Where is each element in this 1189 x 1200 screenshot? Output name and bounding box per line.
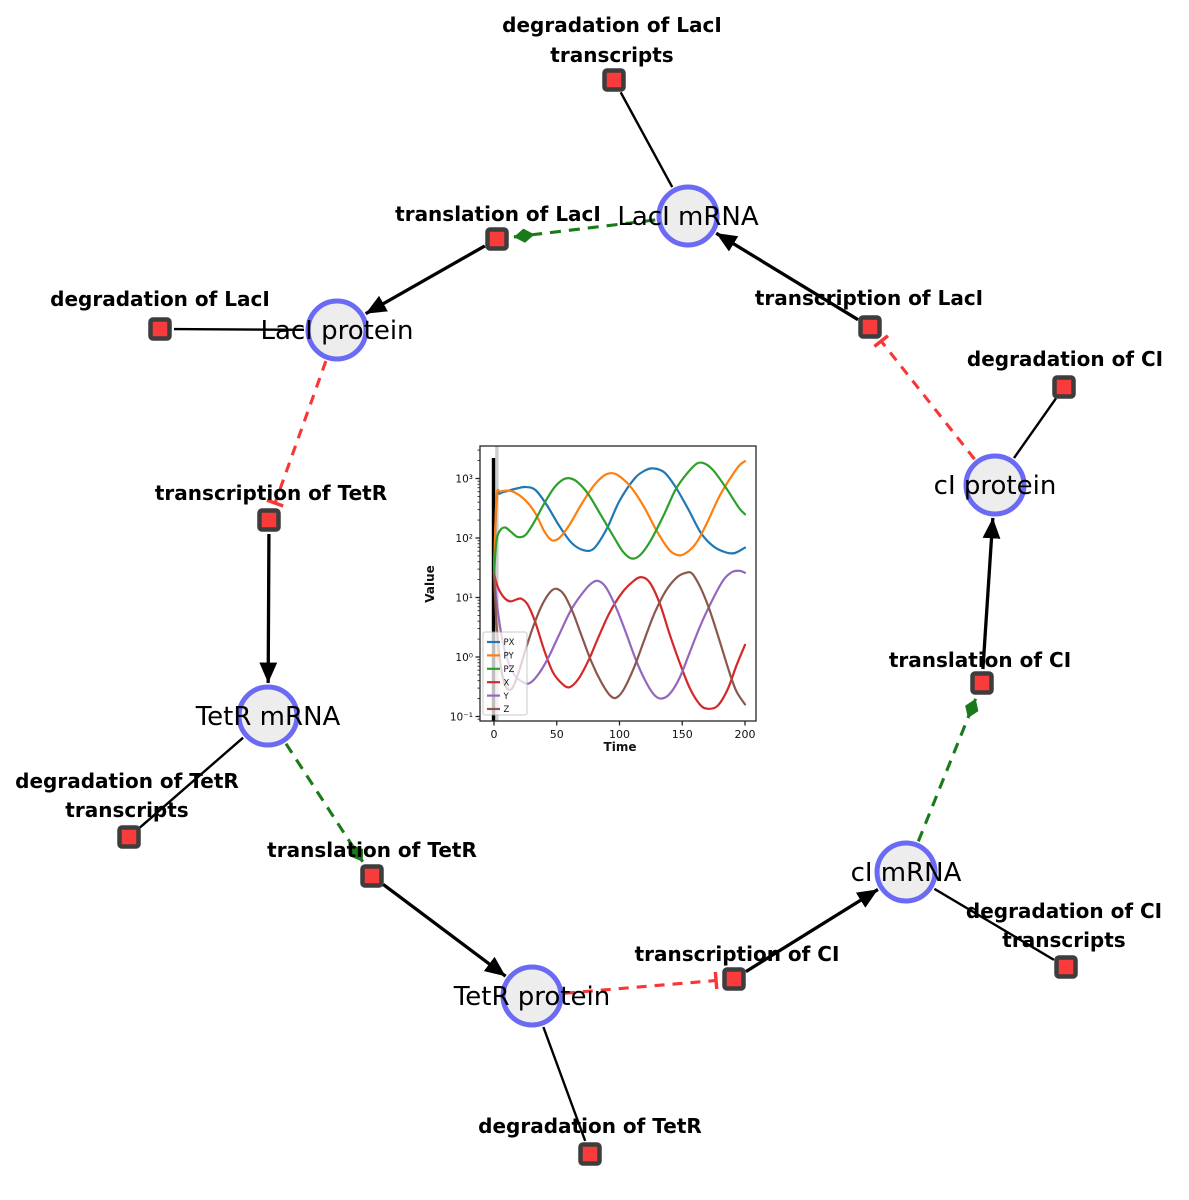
time-series-inset-plot: 0 50 100 150 200 10⁻¹ 10⁰ 10¹ 10² 10³ PX PY PZ XYZ Ti… — [423, 445, 757, 754]
species-label-ci_protein: cI protein — [934, 471, 1057, 501]
edge-production-transcription_ci-ci_mrna — [745, 888, 879, 974]
reaction-label-deg_tetr_tr: transcripts — [65, 798, 188, 822]
reaction-label-transcription_ci: transcription of CI — [635, 942, 840, 966]
series-line-PY — [492, 460, 747, 575]
reaction-label-translation_ci: translation of CI — [889, 648, 1071, 672]
y-tick-label: 10² — [455, 533, 473, 545]
y-tick-label: 10¹ — [455, 592, 473, 604]
reaction-node-deg_tetr_tr — [117, 825, 141, 849]
series-line-X — [492, 572, 747, 710]
edge-inhibition-laci_protein-transcription_tetr — [266, 360, 328, 508]
reaction-label-deg_ci: degradation of CI — [967, 347, 1163, 371]
reaction-label-translation_laci: translation of LacI — [395, 202, 601, 226]
edge-consumption-laci_mrna-deg_laci_tr — [619, 91, 674, 188]
reaction-node-translation_laci — [485, 227, 509, 251]
x-tick-label: 200 — [735, 728, 756, 741]
reaction-label-deg_tetr: degradation of TetR — [478, 1114, 702, 1138]
reaction-label-deg_ci_tr: degradation of CI — [966, 899, 1162, 923]
y-tick-label: 10⁰ — [455, 652, 473, 664]
edge-inhibition-ci_protein-transcription_laci — [873, 334, 976, 461]
edge-consumption-laci_protein-deg_laci — [173, 327, 305, 332]
reaction-node-transcription_laci — [858, 315, 882, 339]
reaction-node-deg_ci — [1052, 375, 1076, 399]
series-line-Z — [492, 571, 747, 706]
edge-consumption-ci_protein-deg_ci — [1013, 397, 1057, 459]
edges-layer — [138, 91, 1057, 1142]
species-node-ci_protein — [963, 453, 1027, 517]
legend-label-Y: Y — [503, 692, 510, 702]
reaction-node-transcription_tetr — [257, 508, 281, 532]
legend-label-PZ: PZ — [504, 665, 515, 675]
reaction-label-deg_ci_tr: transcripts — [1002, 928, 1125, 952]
legend-label-PY: PY — [504, 652, 515, 662]
labels-layer: degradation of LacI transcripts translatio… — [15, 13, 1163, 1138]
reaction-label-transcription_tetr: transcription of TetR — [155, 481, 387, 505]
y-tick-label: 10⁻¹ — [450, 711, 473, 723]
legend-label-Z: Z — [504, 705, 510, 715]
edge-inhibition-tetr_protein-transcription_ci — [564, 971, 719, 995]
plot-frame — [479, 445, 757, 722]
species-node-ci_mrna — [874, 840, 938, 904]
reaction-label-deg_laci_tr: transcripts — [550, 43, 673, 67]
reaction-node-translation_ci — [970, 671, 994, 695]
species-node-laci_mrna — [656, 184, 720, 248]
x-tick-label: 150 — [672, 728, 693, 741]
reaction-label-translation_tetr: translation of TetR — [267, 838, 477, 862]
edge-production-translation_laci-laci_protein — [364, 244, 486, 316]
x-tick-label: 0 — [491, 728, 498, 741]
species-node-tetr_mrna — [236, 684, 300, 748]
reaction-label-deg_laci: degradation of LacI — [50, 287, 270, 311]
reaction-label-deg_tetr_tr: degradation of TetR — [15, 769, 239, 793]
edge-production-transcription_laci-laci_mrna — [715, 231, 859, 322]
edge-catalysis-laci_mrna-translation_laci — [513, 218, 656, 243]
legend-label-PX: PX — [504, 638, 515, 648]
reaction-node-translation_tetr — [360, 864, 384, 888]
series-line-PZ — [492, 461, 747, 575]
y-axis-label: Value — [423, 565, 437, 603]
edge-catalysis-tetr_mrna-translation_tetr — [284, 742, 365, 863]
species-label-tetr_protein: TetR protein — [453, 982, 610, 1012]
edge-production-translation_ci-ci_protein — [981, 517, 1001, 670]
species-node-laci_protein — [305, 298, 369, 362]
x-axis-label: Time — [604, 740, 637, 754]
species-label-ci_mrna: cI mRNA — [851, 858, 962, 888]
nodes-layer — [117, 68, 1078, 1166]
species-label-tetr_mrna: TetR mRNA — [195, 702, 341, 732]
x-tick-label: 100 — [609, 728, 630, 741]
legend-label-X: X — [504, 678, 510, 688]
reaction-label-transcription_laci: transcription of LacI — [755, 286, 983, 310]
edge-consumption-tetr_mrna-deg_tetr_tr — [138, 736, 244, 829]
edge-consumption-tetr_protein-deg_tetr — [542, 1026, 587, 1142]
species-node-tetr_protein — [500, 964, 564, 1028]
x-tick-label: 50 — [550, 728, 564, 741]
reaction-label-deg_laci_tr: degradation of LacI — [502, 13, 722, 37]
reaction-node-deg_laci_tr — [602, 68, 626, 92]
reaction-node-deg_ci_tr — [1054, 955, 1078, 979]
edge-consumption-ci_mrna-deg_ci_tr — [933, 887, 1055, 961]
reaction-node-transcription_ci — [722, 967, 746, 991]
legend-box — [482, 631, 528, 716]
legend: PX PY PZ XYZ — [482, 631, 528, 716]
series-line-Y — [492, 569, 747, 700]
edge-catalysis-ci_mrna-translation_ci — [916, 698, 979, 842]
edge-production-translation_tetr-tetr_protein — [382, 883, 507, 978]
y-tick-label: 10³ — [455, 473, 473, 485]
edge-production-transcription_tetr-tetr_mrna — [259, 533, 278, 684]
reaction-node-deg_laci — [148, 317, 172, 341]
species-label-laci_protein: LacI protein — [260, 316, 413, 346]
reaction-node-deg_tetr — [578, 1142, 602, 1166]
species-label-laci_mrna: LacI mRNA — [617, 202, 758, 232]
